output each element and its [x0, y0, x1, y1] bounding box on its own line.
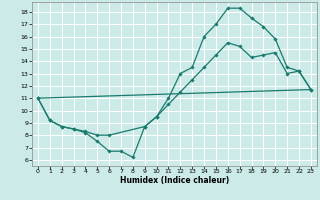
- X-axis label: Humidex (Indice chaleur): Humidex (Indice chaleur): [120, 176, 229, 185]
